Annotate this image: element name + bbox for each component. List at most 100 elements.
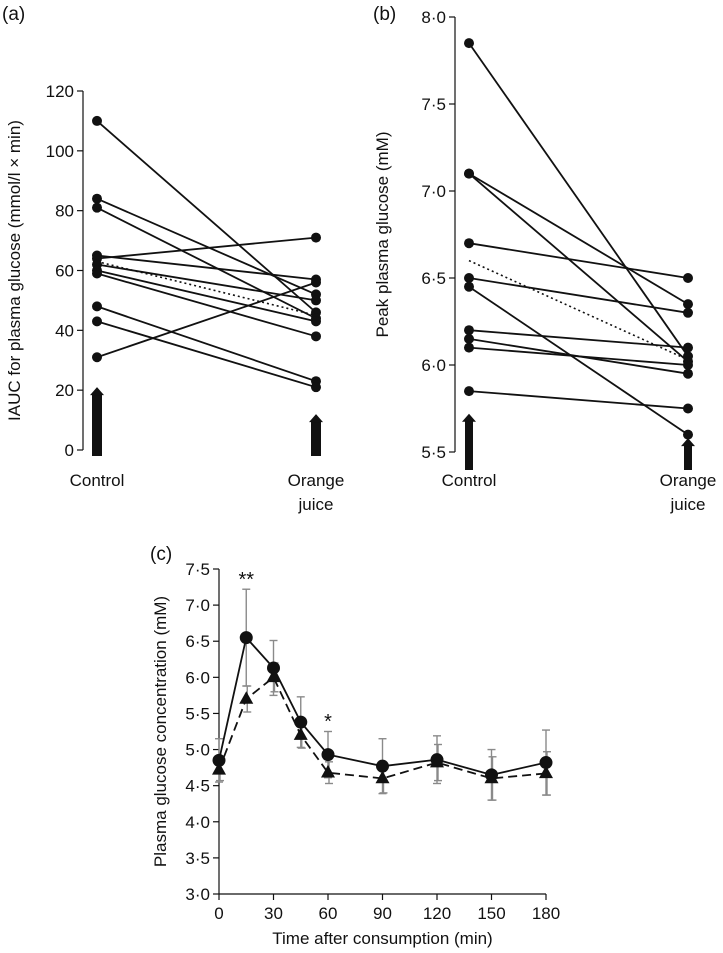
x-category-label: Control — [70, 471, 125, 490]
subject-point — [683, 342, 693, 353]
y-tick-label: 4·0 — [185, 813, 210, 832]
y-tick-label: 3·0 — [185, 885, 210, 904]
y-tick-label: 120 — [46, 82, 74, 101]
subject-line — [96, 320, 317, 389]
series-line-dashed — [218, 675, 547, 780]
y-axis-title: Plasma glucose concentration (mM) — [151, 596, 170, 867]
triangle-marker — [239, 691, 254, 704]
subject-point — [464, 38, 474, 49]
triangle-marker — [375, 770, 390, 784]
y-tick-label: 40 — [55, 321, 74, 340]
subject-line — [96, 120, 317, 314]
subject-point — [311, 277, 321, 288]
panel-label: (a) — [2, 4, 25, 25]
subject-point — [92, 316, 102, 327]
circle-marker — [239, 631, 253, 645]
significance-marker: ** — [238, 569, 254, 591]
subject-point — [683, 360, 693, 370]
x-axis-title: Time after consumption (min) — [272, 929, 492, 948]
subject-line — [468, 346, 689, 366]
circle-marker — [539, 756, 553, 770]
x-tick-label: 90 — [373, 904, 392, 923]
subject-point — [683, 299, 693, 310]
significance-marker: * — [324, 711, 332, 733]
subject-line — [96, 197, 317, 296]
subject-line — [468, 42, 689, 357]
y-tick-label: 20 — [55, 381, 74, 400]
triangle-marker — [484, 770, 499, 784]
triangle-marker — [539, 765, 553, 779]
x-tick-label: 120 — [423, 904, 451, 923]
subject-point — [311, 382, 321, 393]
y-tick-label: 5·5 — [185, 704, 210, 723]
y-tick-label: 5·0 — [185, 741, 210, 760]
triangle-marker — [212, 761, 226, 775]
subject-point — [464, 325, 474, 336]
subject-point — [92, 193, 102, 204]
arrow-head — [462, 413, 476, 422]
subject-point — [464, 342, 474, 353]
y-tick-label: 6·5 — [185, 632, 210, 651]
subject-point — [92, 301, 102, 312]
triangle-marker — [293, 727, 308, 740]
subject-point — [311, 232, 321, 243]
y-tick-label: 6·0 — [185, 668, 210, 687]
circle-marker — [267, 661, 280, 675]
subject-point — [683, 273, 693, 283]
subject-line — [96, 206, 317, 320]
y-tick-label: 6·0 — [421, 356, 446, 375]
subject-point — [92, 115, 102, 126]
x-tick-label: 180 — [532, 904, 560, 923]
subject-line — [96, 272, 317, 338]
subject-point — [464, 238, 474, 249]
subject-line — [468, 329, 689, 349]
y-axis-title: IAUC for plasma glucose (mmol/l × min) — [5, 120, 24, 421]
y-tick-label: 7·5 — [421, 95, 446, 114]
arrow-bar — [465, 419, 473, 470]
arrow-head — [90, 387, 104, 396]
subject-line — [96, 281, 317, 359]
subject-point — [683, 368, 693, 379]
mean-line — [468, 259, 689, 361]
subject-point — [464, 273, 474, 283]
subject-line — [468, 172, 689, 305]
subject-line — [468, 277, 689, 314]
x-category-label: Orange juice — [288, 471, 345, 514]
y-tick-label: 7·0 — [185, 596, 210, 615]
subject-line — [96, 254, 317, 281]
triangle-marker — [430, 754, 444, 768]
triangle-marker — [321, 764, 335, 778]
y-tick-label: 7·0 — [421, 182, 446, 201]
arrow-head — [681, 438, 695, 447]
subject-line — [468, 285, 689, 436]
subject-point — [464, 168, 474, 179]
panel-label: (b) — [373, 4, 396, 25]
subject-line — [468, 172, 689, 363]
y-tick-label: 3·5 — [185, 849, 210, 868]
y-tick-label: 0 — [65, 441, 74, 460]
subject-line — [96, 305, 317, 383]
circle-marker — [212, 753, 226, 767]
subject-line — [96, 236, 317, 260]
x-category-label: Control — [442, 471, 497, 490]
subject-point — [92, 352, 102, 363]
x-tick-label: 60 — [319, 904, 338, 923]
y-tick-label: 80 — [55, 202, 74, 221]
subject-point — [464, 333, 474, 344]
subject-point — [464, 386, 474, 397]
subject-point — [311, 295, 321, 306]
y-tick-label: 100 — [46, 142, 74, 161]
triangle-marker — [266, 669, 281, 683]
subject-line — [96, 269, 317, 323]
panel-label: (c) — [150, 544, 172, 565]
subject-point — [683, 403, 693, 414]
x-tick-label: 150 — [477, 904, 505, 923]
y-tick-label: 7·5 — [185, 560, 210, 579]
y-tick-label: 6·5 — [421, 269, 446, 288]
y-tick-label: 5·5 — [421, 443, 446, 462]
subject-point — [683, 429, 693, 440]
y-tick-label: 4·5 — [185, 777, 210, 796]
subject-point — [92, 202, 102, 213]
y-tick-label: 8·0 — [421, 8, 446, 27]
